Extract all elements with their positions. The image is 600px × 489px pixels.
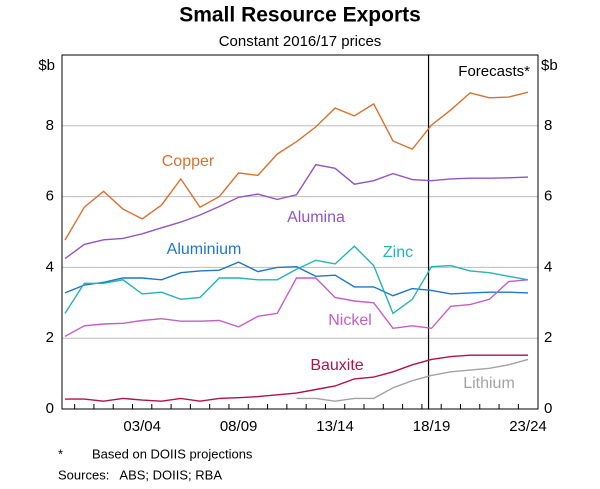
x-tick-label: 08/09 bbox=[220, 418, 258, 435]
y-unit: $b bbox=[38, 57, 55, 74]
series-line bbox=[296, 358, 529, 402]
series-line bbox=[64, 261, 529, 297]
sources: Sources: ABS; DOIIS; RBA bbox=[58, 467, 222, 482]
y2-unit: $b bbox=[541, 57, 558, 74]
y2-tick-label: 8 bbox=[544, 117, 552, 134]
series-line bbox=[64, 91, 529, 241]
y2-tick-label: 6 bbox=[544, 188, 552, 205]
y-tick-label: 2 bbox=[46, 329, 54, 346]
plot-frame bbox=[61, 54, 539, 410]
footnote: Based on DOIIS projections bbox=[92, 446, 253, 461]
chart-title: Small Resource Exports bbox=[179, 4, 421, 27]
y-tick-label: 0 bbox=[46, 400, 54, 417]
series-label: Lithium bbox=[463, 375, 515, 392]
series-label: Alumina bbox=[287, 209, 345, 226]
footnote-marker: * bbox=[58, 446, 63, 461]
y-tick-label: 8 bbox=[46, 117, 54, 134]
x-tick-label: 23/24 bbox=[509, 418, 547, 435]
chart-subtitle: Constant 2016/17 prices bbox=[219, 33, 382, 50]
series-label: Nickel bbox=[328, 312, 372, 329]
series-label: Copper bbox=[162, 153, 215, 170]
x-tick-label: 03/04 bbox=[123, 418, 161, 435]
series-line bbox=[64, 163, 529, 260]
series-line bbox=[65, 354, 528, 402]
x-tick-label: 18/19 bbox=[413, 418, 451, 435]
y2-tick-label: 4 bbox=[544, 258, 552, 275]
y2-tick-label: 0 bbox=[544, 400, 552, 417]
x-tick-label: 13/14 bbox=[316, 418, 354, 435]
series-label: Aluminium bbox=[167, 241, 242, 258]
y2-tick-label: 2 bbox=[544, 329, 552, 346]
y-tick-label: 4 bbox=[46, 258, 54, 275]
y-tick-label: 6 bbox=[46, 188, 54, 205]
series-label: Zinc bbox=[383, 244, 413, 261]
series-label: Bauxite bbox=[310, 357, 363, 374]
annotation: Forecasts* bbox=[458, 63, 530, 80]
series-line bbox=[64, 245, 529, 315]
series-line bbox=[64, 277, 529, 338]
